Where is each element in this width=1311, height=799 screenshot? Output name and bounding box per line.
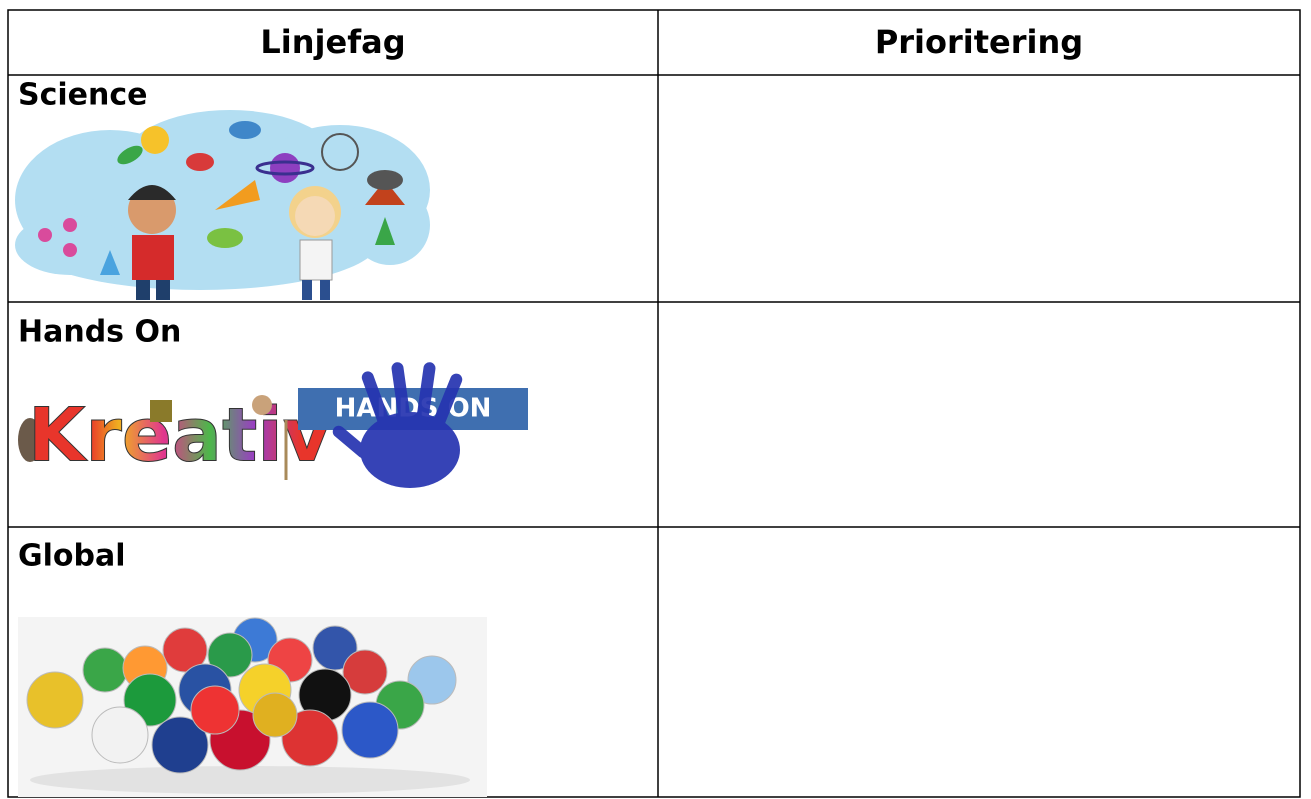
row-label: Science <box>18 78 148 113</box>
column-header: Linjefag <box>260 23 405 61</box>
hands-on-illustration: Kreativ HANDS ON <box>18 362 528 488</box>
global-illustration <box>18 617 487 797</box>
column-header: Prioritering <box>875 23 1083 61</box>
row-label: Hands On <box>18 315 181 350</box>
table-grid <box>7 9 1301 798</box>
image-text: Kreativ <box>28 393 331 479</box>
science-illustration <box>15 110 430 300</box>
row-label: Global <box>18 539 126 574</box>
